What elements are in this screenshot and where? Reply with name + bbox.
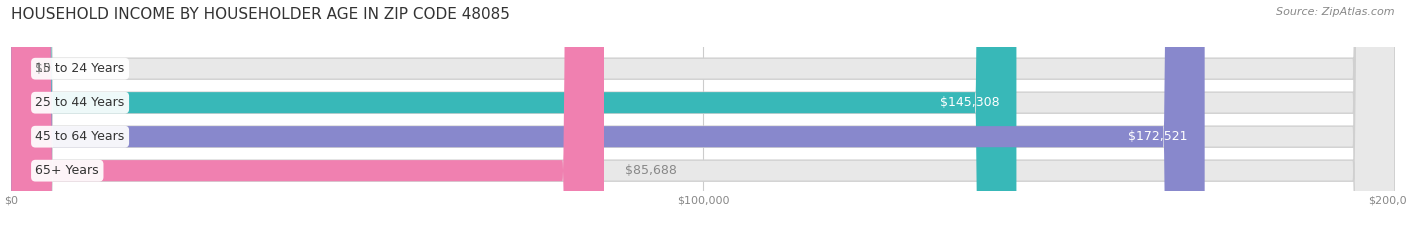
Text: $0: $0: [35, 62, 52, 75]
FancyBboxPatch shape: [11, 0, 1205, 233]
Text: $85,688: $85,688: [624, 164, 676, 177]
FancyBboxPatch shape: [11, 0, 605, 233]
FancyBboxPatch shape: [11, 0, 1017, 233]
FancyBboxPatch shape: [11, 0, 1395, 233]
Text: 65+ Years: 65+ Years: [35, 164, 98, 177]
Text: $145,308: $145,308: [939, 96, 1000, 109]
FancyBboxPatch shape: [11, 0, 1395, 233]
Text: 15 to 24 Years: 15 to 24 Years: [35, 62, 125, 75]
Text: 45 to 64 Years: 45 to 64 Years: [35, 130, 125, 143]
Text: $172,521: $172,521: [1128, 130, 1188, 143]
FancyBboxPatch shape: [11, 0, 1395, 233]
Text: 25 to 44 Years: 25 to 44 Years: [35, 96, 125, 109]
Text: Source: ZipAtlas.com: Source: ZipAtlas.com: [1277, 7, 1395, 17]
Text: HOUSEHOLD INCOME BY HOUSEHOLDER AGE IN ZIP CODE 48085: HOUSEHOLD INCOME BY HOUSEHOLDER AGE IN Z…: [11, 7, 510, 22]
FancyBboxPatch shape: [11, 0, 1395, 233]
